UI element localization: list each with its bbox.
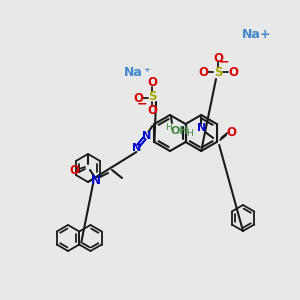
- Text: N: N: [91, 173, 101, 187]
- Text: OH: OH: [171, 126, 189, 136]
- Text: S: S: [148, 91, 156, 103]
- Text: −: −: [137, 98, 147, 110]
- Text: N: N: [142, 131, 151, 141]
- Text: +: +: [260, 28, 270, 41]
- Text: −: −: [219, 56, 229, 68]
- Text: Na: Na: [242, 28, 260, 41]
- Text: O: O: [228, 65, 238, 79]
- Text: N: N: [132, 143, 141, 153]
- Text: N: N: [196, 123, 206, 133]
- Text: Na: Na: [124, 65, 142, 79]
- Text: S: S: [214, 65, 222, 79]
- Text: O: O: [69, 164, 79, 176]
- Text: ⁺: ⁺: [143, 65, 149, 79]
- Text: O: O: [147, 103, 157, 116]
- Text: O: O: [133, 92, 143, 106]
- Text: O: O: [213, 52, 223, 64]
- Text: H: H: [165, 124, 171, 133]
- Text: O: O: [147, 76, 157, 89]
- Text: O: O: [226, 125, 236, 139]
- Text: H: H: [186, 128, 193, 137]
- Text: O: O: [198, 65, 208, 79]
